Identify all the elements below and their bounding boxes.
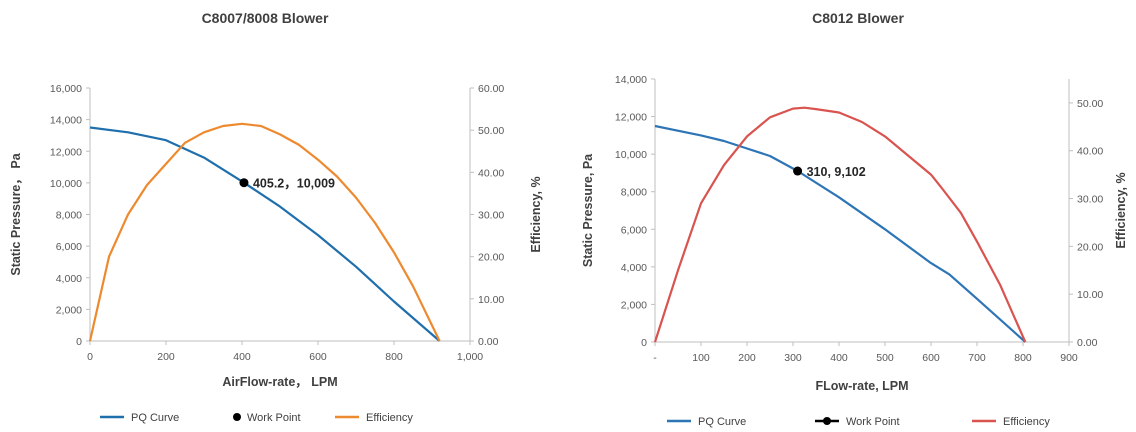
y-tick-label: 4,000 xyxy=(56,273,82,285)
y2-tick-label: 60.00 xyxy=(478,83,504,95)
x-tick-label: 800 xyxy=(385,351,403,363)
x-tick-label: 0 xyxy=(87,351,93,363)
y-tick-label: 4,000 xyxy=(621,262,647,274)
y-tick-label: 10,000 xyxy=(615,149,647,161)
y2-tick-label: 20.00 xyxy=(478,252,504,264)
y-axis-title: Static Pressure, Pa xyxy=(581,153,595,267)
work-point-label: 310, 9,102 xyxy=(807,165,866,179)
y-tick-label: 0 xyxy=(76,336,82,348)
y-tick-label: 14,000 xyxy=(50,115,82,127)
legend-swatch-work-point xyxy=(823,417,831,425)
work-point-marker xyxy=(793,166,803,176)
efficiency-line xyxy=(88,122,441,342)
x-tick-label: 800 xyxy=(1014,352,1032,364)
y-tick-label: 14,000 xyxy=(615,74,647,86)
y2-tick-label: 50.00 xyxy=(478,125,504,137)
x-tick-label: 500 xyxy=(876,352,894,364)
x-axis-title: AirFlow-rate， LPM xyxy=(222,375,337,389)
legend-label-pq-curve: PQ Curve xyxy=(131,412,179,424)
x-tick-label: 300 xyxy=(784,352,802,364)
work-point-marker xyxy=(239,178,249,188)
x-tick-label: 1,000 xyxy=(457,351,483,363)
y-tick-label: 16,000 xyxy=(50,83,82,95)
y2-tick-label: 10.00 xyxy=(478,294,504,306)
y2-tick-label: 50.00 xyxy=(1077,98,1103,110)
y2-tick-label: 10.00 xyxy=(1077,289,1103,301)
x-axis-title: FLow-rate, LPM xyxy=(815,379,908,393)
x-tick-label: 200 xyxy=(738,352,756,364)
y-tick-label: 10,000 xyxy=(50,178,82,190)
x-tick-label: 900 xyxy=(1060,352,1078,364)
y2-tick-label: 20.00 xyxy=(1077,241,1103,253)
legend-label-work-point: Work Point xyxy=(846,416,900,428)
x-tick-label: 400 xyxy=(830,352,848,364)
y-tick-label: 2,000 xyxy=(56,304,82,316)
legend-label-efficiency: Efficiency xyxy=(366,412,413,424)
y-tick-label: 6,000 xyxy=(621,224,647,236)
efficiency-line xyxy=(653,106,1027,343)
legend-swatch-work-point xyxy=(233,413,241,421)
y-tick-label: 12,000 xyxy=(50,146,82,158)
y2-axis-title: Efficiency, % xyxy=(1114,172,1128,248)
y-tick-label: 8,000 xyxy=(621,187,647,199)
pq-curve-line xyxy=(89,126,441,342)
x-tick-label: - xyxy=(653,352,657,364)
y2-tick-label: 40.00 xyxy=(1077,146,1103,158)
y2-tick-label: 30.00 xyxy=(1077,194,1103,206)
y-tick-label: 12,000 xyxy=(615,112,647,124)
y2-axis-title: Efficiency, % xyxy=(529,176,543,252)
y-tick-label: 8,000 xyxy=(56,210,82,222)
y2-tick-label: 40.00 xyxy=(478,167,504,179)
x-tick-label: 700 xyxy=(968,352,986,364)
legend-label-pq-curve: PQ Curve xyxy=(698,416,746,428)
x-tick-label: 400 xyxy=(233,351,251,363)
pq-curve-line xyxy=(654,124,1027,343)
work-point-label: 405.2，10,009 xyxy=(253,177,335,191)
y2-tick-label: 0.00 xyxy=(1077,337,1098,349)
y2-tick-label: 30.00 xyxy=(478,210,504,222)
chart-title: C8012 Blower xyxy=(812,10,904,26)
y-axis-title: Static Pressure， Pa xyxy=(9,152,23,275)
legend-label-work-point: Work Point xyxy=(247,412,301,424)
chart-c8012: C8012 Blower 0 2,000 4,000 6,000 8,000 10,000 1… xyxy=(581,10,1128,428)
y-tick-label: 6,000 xyxy=(56,241,82,253)
chart-c8007-8008: C8007/8008 Blower 0 2,000 4,000 6,000 8,000 10… xyxy=(9,10,543,424)
y-tick-label: 2,000 xyxy=(621,299,647,311)
x-tick-label: 200 xyxy=(157,351,175,363)
x-tick-label: 100 xyxy=(692,352,710,364)
x-tick-label: 600 xyxy=(309,351,327,363)
y2-tick-label: 0.00 xyxy=(478,336,499,348)
legend-label-efficiency: Efficiency xyxy=(1003,416,1050,428)
x-tick-label: 600 xyxy=(922,352,940,364)
y-tick-label: 0 xyxy=(641,337,647,349)
chart-title: C8007/8008 Blower xyxy=(202,10,329,26)
